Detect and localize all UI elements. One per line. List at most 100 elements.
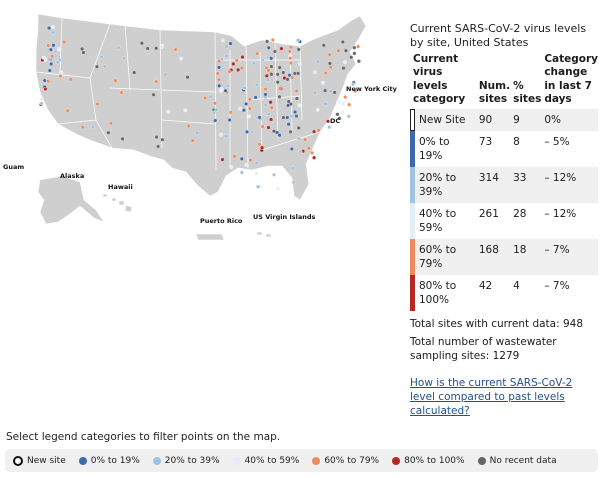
site-dot[interactable] — [108, 121, 113, 126]
site-dot[interactable] — [327, 61, 332, 66]
filter-item[interactable]: 40% to 59% — [232, 456, 299, 466]
site-dot[interactable] — [298, 149, 303, 154]
site-dot[interactable] — [293, 110, 297, 114]
site-dot[interactable] — [185, 75, 190, 80]
site-dot[interactable] — [323, 88, 328, 93]
site-dot[interactable] — [277, 94, 282, 99]
site-dot[interactable] — [190, 138, 195, 143]
site-dot[interactable] — [281, 70, 286, 75]
site-dot[interactable] — [296, 125, 301, 130]
site-dot[interactable] — [265, 77, 270, 82]
site-dot[interactable] — [241, 108, 246, 113]
site-dot[interactable] — [253, 95, 258, 100]
site-dot[interactable] — [154, 135, 159, 140]
site-dot[interactable] — [247, 114, 251, 119]
site-dot[interactable] — [238, 106, 242, 111]
site-dot[interactable] — [179, 56, 184, 61]
site-dot[interactable] — [227, 69, 232, 74]
site-dot[interactable] — [288, 56, 293, 61]
site-dot[interactable] — [310, 150, 315, 155]
site-dot[interactable] — [239, 170, 244, 175]
site-dot[interactable] — [41, 55, 46, 60]
site-dot[interactable] — [151, 92, 156, 97]
site-dot[interactable] — [340, 40, 345, 44]
site-dot[interactable] — [81, 50, 86, 55]
site-dot[interactable] — [266, 112, 271, 117]
site-dot[interactable] — [245, 129, 249, 134]
site-dot[interactable] — [352, 45, 357, 50]
site-dot[interactable] — [323, 101, 328, 106]
site-dots[interactable] — [39, 24, 361, 191]
site-dot[interactable] — [296, 136, 301, 141]
site-dot[interactable] — [337, 116, 342, 121]
site-dot[interactable] — [65, 108, 70, 113]
site-dot[interactable] — [234, 58, 239, 63]
site-dot[interactable] — [254, 171, 259, 176]
site-dot[interactable] — [132, 70, 137, 75]
filter-item[interactable]: 60% to 79% — [312, 456, 379, 466]
site-dot[interactable] — [288, 129, 293, 134]
site-dot[interactable] — [160, 137, 165, 142]
site-dot[interactable] — [55, 60, 60, 65]
site-dot[interactable] — [227, 118, 232, 122]
site-dot[interactable] — [277, 65, 282, 70]
site-dot[interactable] — [242, 86, 247, 91]
site-dot[interactable] — [279, 46, 284, 51]
site-dot[interactable] — [263, 102, 268, 107]
site-dot[interactable] — [195, 130, 200, 135]
site-dot[interactable] — [352, 51, 357, 56]
site-dot[interactable] — [95, 102, 100, 106]
site-dot[interactable] — [217, 77, 222, 82]
site-dot[interactable] — [256, 184, 260, 189]
site-dot[interactable] — [244, 101, 249, 106]
site-dot[interactable] — [203, 96, 208, 101]
site-dot[interactable] — [297, 61, 302, 66]
site-dot[interactable] — [356, 59, 361, 64]
site-dot[interactable] — [224, 44, 229, 49]
site-dot[interactable] — [154, 46, 159, 51]
site-dot[interactable] — [343, 60, 347, 65]
site-dot[interactable] — [286, 122, 291, 127]
site-dot[interactable] — [219, 132, 223, 137]
site-dot[interactable] — [219, 57, 224, 62]
site-dot[interactable] — [186, 124, 191, 129]
site-dot[interactable] — [99, 54, 104, 59]
site-dot[interactable] — [120, 136, 125, 141]
filter-item[interactable]: 80% to 100% — [392, 456, 465, 466]
site-dot[interactable] — [247, 106, 252, 111]
site-dot[interactable] — [337, 99, 342, 104]
site-dot[interactable] — [223, 88, 228, 93]
site-dot[interactable] — [254, 161, 259, 166]
site-dot[interactable] — [332, 90, 337, 95]
site-dot[interactable] — [217, 83, 222, 88]
site-dot[interactable] — [244, 162, 249, 167]
site-dot[interactable] — [224, 53, 229, 58]
site-dot[interactable] — [356, 44, 361, 49]
site-dot[interactable] — [154, 79, 159, 84]
site-dot[interactable] — [277, 86, 282, 91]
site-dot[interactable] — [220, 157, 225, 162]
site-dot[interactable] — [91, 125, 95, 129]
site-dot[interactable] — [344, 48, 348, 53]
site-dot[interactable] — [47, 26, 51, 31]
site-dot[interactable] — [47, 68, 52, 73]
site-dot[interactable] — [288, 45, 293, 50]
site-dot[interactable] — [287, 49, 292, 54]
site-dot[interactable] — [122, 56, 127, 61]
site-dot[interactable] — [260, 124, 265, 129]
site-dot[interactable] — [213, 118, 218, 123]
site-dot[interactable] — [347, 102, 352, 107]
site-dot[interactable] — [315, 59, 320, 64]
site-dot[interactable] — [260, 58, 265, 63]
site-dot[interactable] — [336, 48, 341, 53]
site-dot[interactable] — [48, 47, 53, 52]
site-dot[interactable] — [296, 38, 301, 43]
site-dot[interactable] — [212, 110, 216, 115]
site-dot[interactable] — [226, 83, 230, 88]
site-dot[interactable] — [328, 89, 333, 94]
site-dot[interactable] — [288, 61, 293, 65]
site-dot[interactable] — [266, 68, 271, 73]
site-dot[interactable] — [248, 158, 253, 163]
site-dot[interactable] — [43, 87, 48, 91]
site-dot[interactable] — [326, 119, 330, 124]
